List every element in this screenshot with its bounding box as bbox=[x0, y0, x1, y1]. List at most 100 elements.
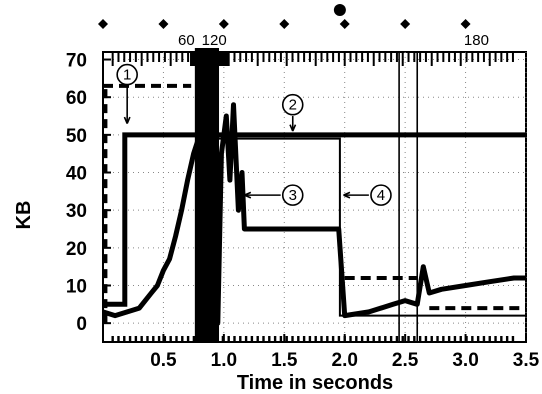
top-packet-mark bbox=[117, 52, 120, 62]
bottom-packet-mark bbox=[302, 336, 306, 342]
top-packet-mark bbox=[233, 52, 236, 62]
top-packet-mark bbox=[465, 52, 468, 62]
bottom-packet-mark bbox=[355, 336, 358, 342]
y-tick-label: 70 bbox=[66, 51, 87, 72]
y-axis-title: KB bbox=[13, 201, 35, 230]
top-packet-mark bbox=[366, 52, 369, 62]
bottom-packet-mark bbox=[447, 336, 451, 342]
top-packet-mark bbox=[181, 52, 184, 62]
callout-arrowhead bbox=[123, 116, 131, 124]
plot-area-group: 60 120 180 1 2 3 4 0 10 20 30 40 50 60 70 0.5 1.0 1.5 2.0… bbox=[66, 4, 540, 371]
x-tick-label: 3.5 bbox=[513, 350, 540, 371]
bottom-packet-mark bbox=[250, 336, 254, 342]
y-tick-label: 40 bbox=[66, 164, 87, 185]
callout-number: 3 bbox=[289, 187, 297, 204]
bottom-packet-mark bbox=[372, 336, 375, 342]
top-packet-mark bbox=[169, 52, 172, 66]
bottom-packet-mark bbox=[233, 336, 236, 342]
bottom-packet-mark bbox=[430, 336, 433, 342]
bottom-packet-mark bbox=[169, 336, 172, 342]
top-packet-mark bbox=[349, 52, 352, 62]
bottom-packet-mark bbox=[360, 336, 364, 342]
bottom-packet-mark bbox=[453, 336, 457, 342]
top-packet-mark bbox=[390, 52, 393, 62]
top-packet-mark bbox=[488, 52, 491, 66]
top-packet-mark bbox=[250, 52, 253, 62]
bottom-packet-mark bbox=[389, 336, 393, 342]
bottom-packet-mark bbox=[314, 336, 317, 342]
top-packet-cluster bbox=[216, 52, 229, 66]
top-packet-mark bbox=[279, 52, 282, 62]
bottom-packet-mark bbox=[320, 336, 323, 342]
callout-number: 1 bbox=[123, 67, 131, 84]
x-tick-label: 1.5 bbox=[271, 350, 298, 371]
top-packet-mark bbox=[256, 52, 259, 66]
grid-lines bbox=[103, 52, 527, 342]
bottom-packet-mark bbox=[285, 336, 288, 342]
top-packet-mark bbox=[297, 52, 300, 62]
bottom-packet-mark bbox=[111, 336, 114, 342]
callout-arrowhead bbox=[289, 124, 297, 132]
bottom-packet-mark bbox=[413, 336, 416, 342]
bottom-packet-mark bbox=[436, 336, 439, 342]
bottom-packet-mark bbox=[297, 336, 300, 342]
callout-arrowhead bbox=[244, 191, 252, 199]
top-packet-mark bbox=[163, 52, 166, 62]
top-packet-mark bbox=[471, 52, 474, 62]
bottom-packet-mark bbox=[117, 336, 120, 342]
bottom-packet-mark bbox=[395, 336, 399, 342]
bottom-packet-mark bbox=[239, 336, 242, 342]
top-packet-mark bbox=[384, 52, 387, 62]
x-tick-label: 2.5 bbox=[392, 350, 419, 371]
bottom-packet-mark bbox=[128, 336, 132, 342]
bottom-packet-mark bbox=[157, 336, 161, 342]
top-packet-mark bbox=[448, 52, 451, 62]
bottom-packet-mark bbox=[505, 336, 509, 342]
x-tick-label: 0.5 bbox=[150, 350, 177, 371]
bottom-packet-mark bbox=[366, 336, 370, 342]
bottom-packet-mark bbox=[262, 336, 265, 342]
bottom-packet-mark bbox=[384, 336, 387, 342]
top-packet-mark bbox=[314, 52, 317, 66]
top-count-label: 120 bbox=[202, 32, 227, 49]
top-packet-mark bbox=[506, 52, 509, 62]
x-tick-label: 1.0 bbox=[211, 350, 237, 371]
bottom-packet-mark bbox=[331, 336, 335, 342]
bottom-packet-mark bbox=[442, 336, 445, 342]
top-packet-mark bbox=[111, 52, 114, 66]
bottom-packet-mark bbox=[418, 336, 422, 342]
top-packet-mark bbox=[442, 52, 445, 62]
bottom-packet-mark bbox=[192, 336, 196, 342]
axis-ticks: 0 10 20 30 40 50 60 70 0.5 1.0 1.5 2.0 2.5 3.0 3.5 bbox=[66, 51, 540, 371]
callout-arrowhead bbox=[343, 191, 351, 199]
callout-circle bbox=[281, 184, 304, 206]
top-packet-mark bbox=[227, 52, 230, 66]
top-packet-mark bbox=[494, 52, 497, 62]
callout-circle bbox=[281, 93, 304, 116]
top-packet-mark bbox=[239, 52, 242, 62]
top-count-label: 60 bbox=[178, 32, 195, 49]
bottom-packet-mark bbox=[244, 336, 248, 342]
top-packet-mark bbox=[146, 52, 149, 62]
top-packet-mark bbox=[482, 52, 485, 62]
top-packet-mark bbox=[285, 52, 288, 66]
bottom-packet-mark bbox=[401, 336, 404, 342]
top-packet-mark bbox=[419, 52, 422, 62]
top-diamond-marker bbox=[339, 19, 350, 29]
bottom-packet-mark bbox=[494, 336, 497, 342]
top-packet-mark bbox=[378, 52, 381, 62]
top-packet-mark bbox=[424, 52, 427, 62]
callout-number: 4 bbox=[377, 187, 385, 204]
top-packet-mark bbox=[158, 52, 161, 62]
top-packet-mark bbox=[245, 52, 248, 62]
y-tick-label: 0 bbox=[76, 314, 87, 335]
bottom-packet-mark bbox=[181, 336, 184, 342]
top-diamond-marker bbox=[98, 19, 108, 29]
bottom-packet-mark bbox=[326, 336, 329, 342]
top-packet-mark bbox=[152, 52, 155, 62]
bottom-packet-mark bbox=[146, 336, 149, 342]
top-packet-mark bbox=[372, 52, 375, 66]
bottom-packet-mark bbox=[349, 336, 352, 342]
y-tick-label: 30 bbox=[66, 201, 87, 222]
y-tick-label: 20 bbox=[66, 239, 87, 260]
